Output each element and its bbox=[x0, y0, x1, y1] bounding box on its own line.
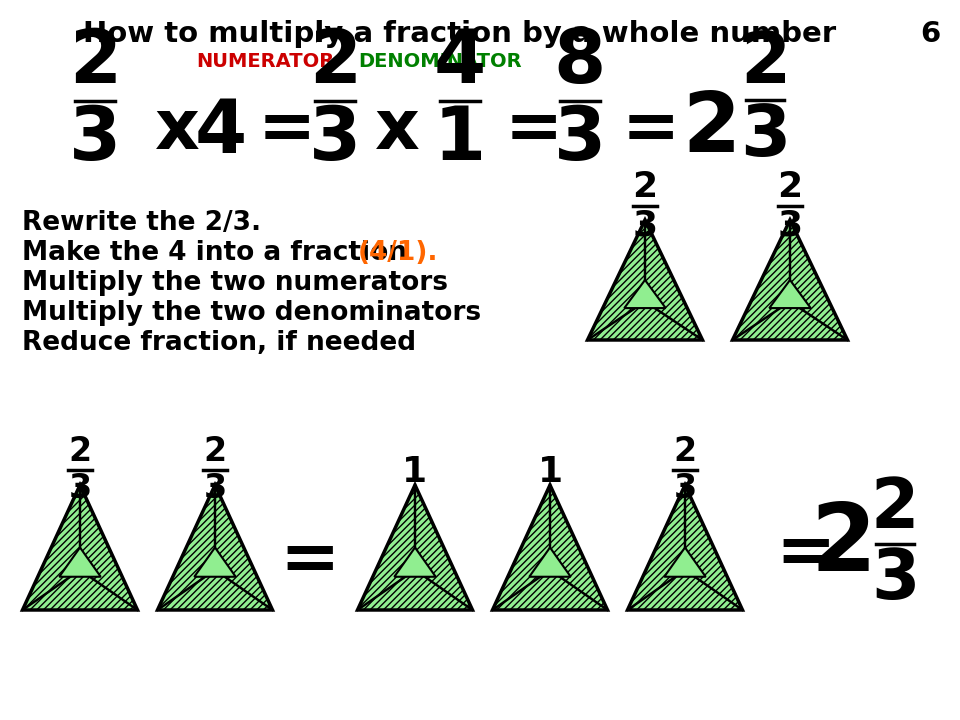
Polygon shape bbox=[588, 220, 703, 340]
Text: 2: 2 bbox=[68, 435, 91, 468]
Text: 3: 3 bbox=[871, 546, 919, 613]
Text: 3: 3 bbox=[554, 104, 606, 176]
Text: =: = bbox=[258, 96, 316, 163]
Text: 2: 2 bbox=[871, 474, 919, 541]
Text: 8: 8 bbox=[554, 27, 606, 99]
Text: (4/1).: (4/1). bbox=[358, 240, 439, 266]
Polygon shape bbox=[628, 485, 742, 610]
Polygon shape bbox=[22, 485, 137, 610]
Text: 2: 2 bbox=[682, 88, 740, 169]
Polygon shape bbox=[60, 547, 101, 577]
Text: Rewrite the 2/3.: Rewrite the 2/3. bbox=[22, 210, 261, 236]
Text: 4: 4 bbox=[195, 96, 248, 169]
Text: DENOMINATOR: DENOMINATOR bbox=[358, 52, 522, 71]
Text: x: x bbox=[155, 96, 200, 163]
Polygon shape bbox=[732, 220, 848, 340]
Text: =: = bbox=[505, 96, 564, 163]
Text: Make the 4 into a fraction: Make the 4 into a fraction bbox=[22, 240, 416, 266]
Text: 1: 1 bbox=[538, 455, 563, 489]
Text: 2: 2 bbox=[204, 435, 227, 468]
Text: 2: 2 bbox=[673, 435, 697, 468]
Text: Multiply the two numerators: Multiply the two numerators bbox=[22, 270, 448, 296]
Text: 2: 2 bbox=[810, 499, 876, 591]
Polygon shape bbox=[157, 485, 273, 610]
Text: x: x bbox=[375, 96, 420, 163]
Polygon shape bbox=[769, 280, 810, 308]
Polygon shape bbox=[664, 547, 706, 577]
Text: =: = bbox=[775, 519, 835, 588]
Text: 1: 1 bbox=[434, 104, 486, 176]
Text: 3: 3 bbox=[673, 472, 697, 505]
Text: 3: 3 bbox=[778, 208, 803, 242]
Polygon shape bbox=[357, 485, 472, 610]
Text: 3: 3 bbox=[633, 208, 658, 242]
Text: =: = bbox=[279, 526, 340, 595]
Text: 2: 2 bbox=[740, 30, 790, 98]
Polygon shape bbox=[624, 280, 665, 308]
Text: 3: 3 bbox=[740, 102, 790, 171]
Text: 3: 3 bbox=[68, 472, 91, 505]
Text: 2: 2 bbox=[309, 27, 361, 99]
Text: How to multiply a fraction by a whole number: How to multiply a fraction by a whole nu… bbox=[84, 20, 836, 48]
Text: 3: 3 bbox=[69, 104, 121, 176]
Text: 3: 3 bbox=[204, 472, 227, 505]
Text: Reduce fraction, if needed: Reduce fraction, if needed bbox=[22, 330, 416, 356]
Text: NUMERATOR: NUMERATOR bbox=[196, 52, 334, 71]
Polygon shape bbox=[529, 547, 570, 577]
Text: Multiply the two denominators: Multiply the two denominators bbox=[22, 300, 481, 326]
Polygon shape bbox=[492, 485, 608, 610]
Text: 2: 2 bbox=[778, 170, 803, 204]
Text: 6: 6 bbox=[920, 20, 940, 48]
Text: 3: 3 bbox=[309, 104, 361, 176]
Polygon shape bbox=[194, 547, 236, 577]
Text: 1: 1 bbox=[402, 455, 427, 489]
Text: 4: 4 bbox=[434, 27, 486, 99]
Polygon shape bbox=[395, 547, 436, 577]
Text: 2: 2 bbox=[633, 170, 658, 204]
Text: 2: 2 bbox=[69, 27, 121, 99]
Text: =: = bbox=[622, 96, 681, 163]
